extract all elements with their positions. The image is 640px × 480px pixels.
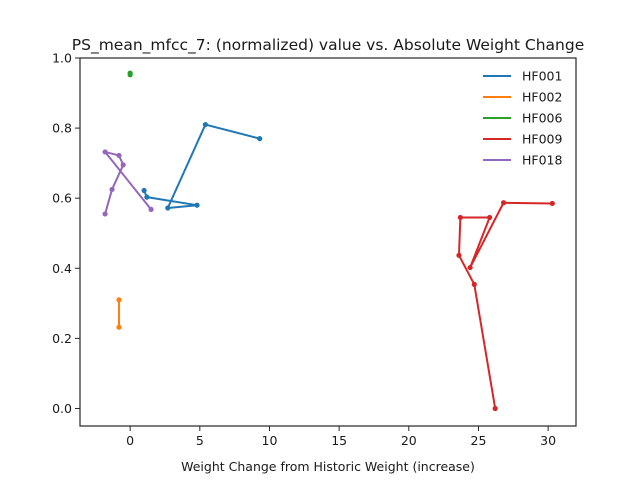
- y-tick-label: 1.0: [52, 51, 72, 66]
- legend-label: HF018: [522, 153, 562, 168]
- y-axis: 0.0 0.2 0.4 0.6 0.8 1.0: [52, 51, 80, 416]
- x-tick-label: 5: [196, 433, 204, 448]
- x-tick-label: 30: [540, 433, 556, 448]
- legend-label: HF009: [522, 132, 562, 147]
- legend-item-hf001: HF001: [483, 69, 562, 84]
- data-point: [144, 194, 150, 200]
- data-point: [116, 297, 122, 303]
- series-hf018: [102, 149, 154, 217]
- data-point: [487, 214, 493, 221]
- series-hf002: [116, 297, 122, 330]
- data-point: [549, 200, 555, 207]
- data-point: [194, 202, 200, 208]
- data-point: [456, 252, 462, 258]
- y-tick-label: 0.6: [52, 191, 72, 206]
- data-point: [120, 162, 126, 168]
- data-point: [127, 72, 133, 78]
- legend-item-hf002: HF002: [483, 90, 562, 105]
- legend-item-hf009: HF009: [483, 132, 562, 147]
- series-line: [457, 201, 553, 409]
- y-tick-label: 0.4: [52, 261, 72, 276]
- series-line: [104, 150, 152, 215]
- series-hf001: [141, 121, 263, 211]
- data-point: [148, 206, 154, 213]
- data-point: [257, 136, 263, 142]
- data-point: [116, 152, 122, 159]
- data-point: [165, 205, 171, 211]
- data-point: [141, 187, 147, 194]
- data-point: [492, 405, 498, 412]
- data-point: [457, 214, 463, 221]
- series-line: [143, 123, 260, 209]
- data-point: [102, 211, 108, 217]
- legend: HF001 HF002 HF006 HF009 HF018: [483, 69, 562, 168]
- chart-title: PS_mean_mfcc_7: (normalized) value vs. A…: [72, 36, 584, 55]
- data-point: [202, 121, 208, 128]
- series-hf009: [456, 200, 555, 412]
- x-axis: 0 5 10 15 20 25 30: [126, 426, 556, 448]
- x-tick-label: 20: [401, 433, 417, 448]
- data-point: [500, 200, 507, 206]
- x-tick-label: 0: [126, 433, 134, 448]
- y-tick-label: 0.2: [52, 331, 72, 346]
- data-point: [471, 281, 477, 288]
- series-hf006: [127, 70, 133, 78]
- x-tick-label: 25: [471, 433, 487, 448]
- x-tick-label: 10: [262, 433, 278, 448]
- data-point: [116, 324, 122, 330]
- legend-label: HF001: [522, 69, 562, 84]
- x-axis-label: Weight Change from Historic Weight (incr…: [181, 459, 475, 474]
- legend-label: HF006: [522, 111, 562, 126]
- x-tick-label: 15: [331, 433, 347, 448]
- data-point: [109, 186, 115, 193]
- y-tick-label: 0.0: [52, 401, 72, 416]
- plot-frame: [79, 57, 577, 427]
- legend-item-hf006: HF006: [483, 111, 562, 126]
- data-point: [102, 149, 108, 155]
- plot-area: [102, 70, 555, 412]
- data-point: [467, 264, 473, 271]
- legend-item-hf018: HF018: [483, 153, 562, 168]
- y-tick-label: 0.8: [52, 121, 72, 136]
- legend-label: HF002: [522, 90, 562, 105]
